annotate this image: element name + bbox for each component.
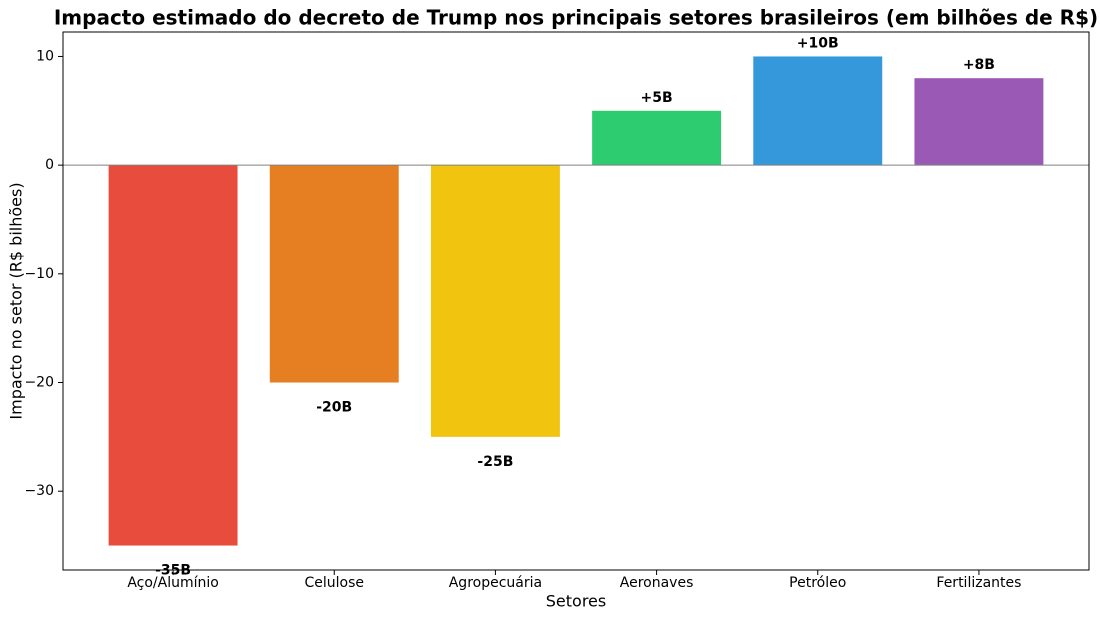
bar bbox=[269, 165, 399, 383]
y-tick-label: −20 bbox=[24, 375, 54, 391]
value-label: -20B bbox=[316, 400, 352, 416]
y-tick-label: 0 bbox=[45, 157, 54, 173]
value-label: +10B bbox=[797, 35, 839, 51]
value-label: +5B bbox=[641, 90, 673, 106]
bar bbox=[592, 110, 722, 166]
y-tick-label: 10 bbox=[36, 48, 54, 64]
value-label: -25B bbox=[477, 454, 513, 470]
bar bbox=[430, 165, 560, 437]
y-tick-label: −30 bbox=[24, 483, 54, 499]
y-axis-label: Impacto no setor (R$ bilhões) bbox=[7, 182, 26, 419]
x-axis-label: Setores bbox=[546, 592, 606, 611]
plot-frame bbox=[62, 31, 1090, 571]
x-tick-label: Agropecuária bbox=[449, 575, 542, 591]
x-tick-label: Petróleo bbox=[789, 575, 846, 591]
value-label: -35B bbox=[155, 563, 191, 579]
y-tick-label: −10 bbox=[24, 266, 54, 282]
bar bbox=[108, 165, 238, 546]
x-tick-label: Celulose bbox=[304, 575, 364, 591]
bar bbox=[914, 78, 1044, 166]
bar bbox=[753, 56, 883, 166]
x-tick-label: Fertilizantes bbox=[936, 575, 1021, 591]
x-tick-label: Aço/Alumínio bbox=[127, 575, 219, 591]
x-tick-label: Aeronaves bbox=[620, 575, 694, 591]
value-label: +8B bbox=[963, 57, 995, 73]
chart-title: Impacto estimado do decreto de Trump nos… bbox=[54, 6, 1098, 30]
